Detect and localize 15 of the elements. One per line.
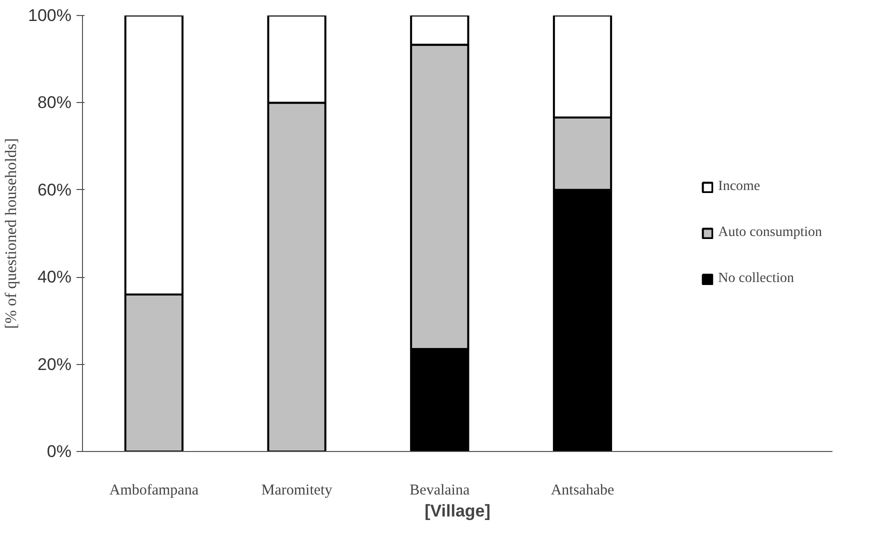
legend-label: Auto consumption bbox=[718, 225, 822, 241]
x-tick-label: Antsahabe bbox=[550, 482, 614, 498]
y-tick-label: 20% bbox=[37, 354, 72, 374]
x-axis-title: [Village] bbox=[424, 502, 490, 520]
y-axis-title: [% of questioned households] bbox=[3, 138, 20, 329]
legend-label: No collection bbox=[718, 271, 794, 287]
legend-label: Income bbox=[718, 179, 760, 195]
x-tick-label: Ambofampana bbox=[109, 482, 199, 498]
y-tick-label: 80% bbox=[37, 93, 72, 112]
y-tick-label: 40% bbox=[37, 268, 72, 287]
y-tick-label: 100% bbox=[28, 6, 72, 25]
y-tick-label: 60% bbox=[37, 180, 72, 200]
x-tick-label: Bevalaina bbox=[410, 482, 470, 498]
y-tick-label: 0% bbox=[46, 442, 72, 461]
x-tick-label: Maromitety bbox=[261, 482, 333, 498]
